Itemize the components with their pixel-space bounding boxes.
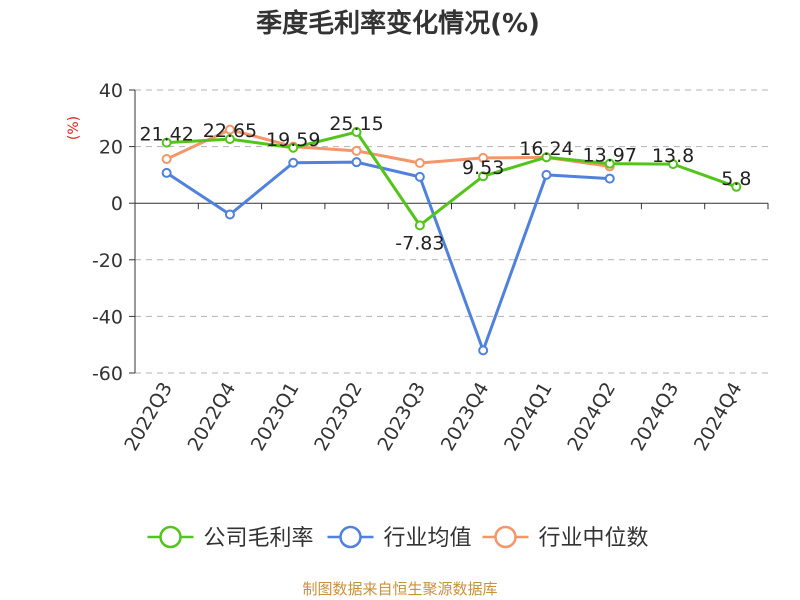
y-tick-label: -60 — [92, 363, 123, 385]
x-tick-label: 2022Q4 — [184, 379, 241, 455]
data-point — [414, 158, 425, 169]
x-tick-label: 2022Q3 — [120, 379, 177, 455]
data-point — [351, 157, 362, 168]
data-point — [541, 152, 552, 163]
data-point — [731, 181, 742, 192]
data-point — [668, 159, 679, 170]
series-line — [166, 130, 737, 227]
data-label: 9.53 — [462, 157, 504, 179]
data-point — [414, 220, 425, 231]
data-point — [161, 137, 172, 148]
data-labels: 21.42 22.65 19.59 25.15 -7.83 9.53 16.24 13.97 1… — [139, 113, 751, 254]
data-point — [478, 345, 489, 356]
data-label: 16.24 — [519, 138, 573, 160]
legend-swatch-marker — [494, 525, 517, 549]
data-point — [414, 171, 425, 182]
y-tick-label: 0 — [111, 193, 123, 215]
legend-item: 公司毛利率 — [147, 525, 314, 551]
x-tick-label: 2024Q1 — [500, 379, 557, 455]
source-note: 制图数据来自恒生聚源数据库 — [302, 580, 497, 598]
y-tick-label: 40 — [99, 80, 123, 102]
data-point — [604, 173, 615, 184]
data-point — [224, 209, 235, 220]
chart-title: 季度毛利率变化情况(%) — [256, 8, 540, 39]
series-line — [165, 160, 610, 352]
data-label: 13.97 — [583, 145, 637, 167]
legend: 公司毛利率 行业均值 行业中位数 — [147, 525, 649, 551]
data-point — [161, 154, 172, 165]
legend-item: 行业中位数 — [482, 525, 649, 551]
data-label: 19.59 — [266, 129, 320, 151]
y-tick-label: -40 — [92, 306, 123, 328]
legend-swatch-marker — [339, 525, 362, 549]
data-point — [288, 142, 299, 153]
x-tick-label: 2024Q3 — [627, 379, 684, 455]
x-tick-label: 2023Q1 — [247, 379, 304, 455]
y-tick-label: -20 — [92, 250, 123, 272]
legend-label: 行业均值 — [384, 526, 472, 551]
x-tick-label: 2023Q4 — [437, 379, 494, 455]
series-layer — [161, 124, 742, 356]
x-tick-label: 2023Q3 — [373, 379, 430, 455]
data-label: 22.65 — [203, 120, 257, 142]
data-label: -7.83 — [395, 232, 444, 254]
legend-label: 行业中位数 — [539, 526, 649, 551]
data-point — [478, 171, 489, 182]
data-label: 5.8 — [721, 168, 751, 190]
data-point — [224, 124, 235, 135]
data-point — [541, 169, 552, 180]
data-label: 21.42 — [139, 124, 193, 146]
legend-label: 公司毛利率 — [204, 526, 314, 551]
y-axis-label: (%) — [66, 116, 82, 140]
data-point — [288, 157, 299, 168]
legend-item: 行业均值 — [327, 525, 472, 551]
series-line — [166, 128, 610, 168]
legend-swatch-marker — [159, 525, 182, 549]
data-label: 13.8 — [652, 145, 694, 167]
data-point — [478, 152, 489, 163]
y-tick-label: 20 — [99, 137, 123, 159]
data-point — [604, 158, 615, 169]
data-point — [161, 167, 172, 178]
data-point — [351, 127, 362, 138]
x-tick-label: 2023Q2 — [310, 379, 367, 455]
data-point — [224, 134, 235, 145]
x-tick-label: 2024Q2 — [563, 379, 620, 455]
x-tick-label: 2024Q4 — [690, 379, 747, 455]
data-point — [351, 145, 362, 156]
data-label: 25.15 — [329, 113, 383, 135]
